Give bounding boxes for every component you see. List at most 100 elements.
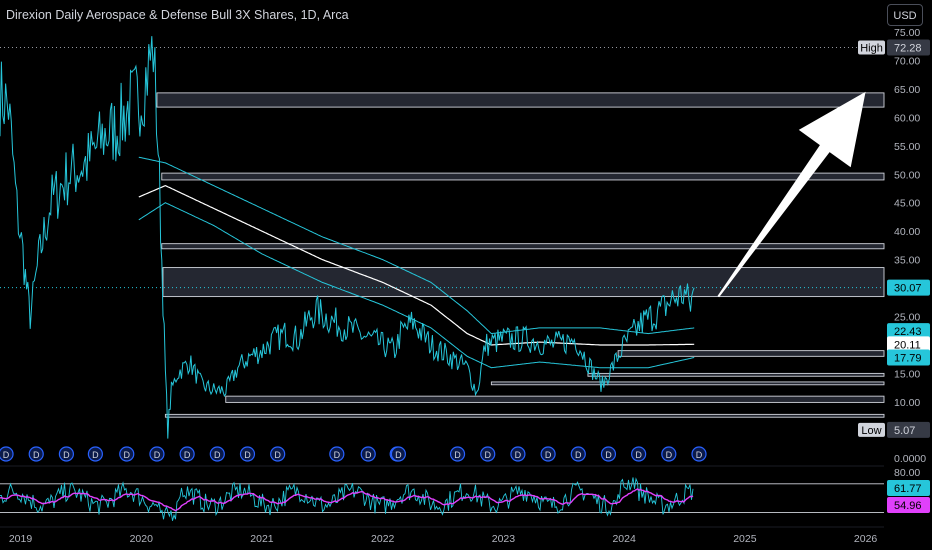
- price-badge-label: Low: [861, 425, 881, 437]
- dividend-marker-label: D: [484, 450, 491, 460]
- price-badge-bg: [887, 349, 930, 366]
- price-badge-high: High 72.28: [858, 39, 930, 56]
- projection-arrow-shape: [717, 91, 866, 298]
- dividend-marker-label: D: [214, 450, 221, 460]
- rsi-line: [0, 477, 694, 521]
- zone-rect: [156, 92, 885, 108]
- dividend-marker: D: [0, 446, 14, 462]
- y-tick-label: 50.00: [894, 169, 920, 181]
- dividend-marker-label: D: [605, 450, 612, 460]
- dividend-marker-circle: [390, 446, 406, 462]
- dividend-marker: D: [270, 446, 286, 462]
- x-tick-label: 2026: [854, 533, 878, 545]
- dividend-marker-label: D: [244, 450, 251, 460]
- price-badge-bg: [887, 323, 930, 340]
- x-tick-label: 2020: [130, 533, 154, 545]
- price-badge-bg: [887, 421, 930, 438]
- dividend-marker-label: D: [92, 450, 99, 460]
- dividend-marker-label: D: [515, 450, 522, 460]
- zone-rect: [490, 381, 885, 386]
- dividend-marker: D: [510, 446, 526, 462]
- dividend-marker-circle: [691, 446, 707, 462]
- price-badge-bg: [887, 336, 930, 353]
- zone-rect: [162, 267, 885, 298]
- dividend-marker: D: [28, 446, 44, 462]
- dividend-marker-circle: [540, 446, 556, 462]
- dividend-marker: D: [570, 446, 586, 462]
- zone-rect: [161, 243, 885, 250]
- x-tick-label: 2025: [733, 533, 757, 545]
- dividend-marker: D: [58, 446, 74, 462]
- lower-band: [138, 202, 695, 369]
- x-tick-label: 2021: [250, 533, 274, 545]
- dividend-marker: D: [540, 446, 556, 462]
- dividend-marker-label: D: [454, 450, 461, 460]
- x-tick-label: 2023: [492, 533, 516, 545]
- dividend-marker-label: D: [395, 450, 402, 460]
- zone-rect: [225, 395, 885, 403]
- dividend-marker-circle: [631, 446, 647, 462]
- dividend-marker-circle: [58, 446, 74, 462]
- dividend-marker-circle: [661, 446, 677, 462]
- price-badge-label: High: [860, 42, 883, 54]
- rsi-axis-label: 80.00: [894, 467, 920, 479]
- price-line: [0, 36, 695, 439]
- dividend-marker: D: [329, 446, 345, 462]
- time-axis: 2019 2020 2021 2022 2023 2024 2025 2026: [9, 533, 878, 545]
- dividend-marker: D: [149, 446, 165, 462]
- dividend-marker-circle: [179, 446, 195, 462]
- rsi-ma-badge: 54.96: [887, 497, 930, 513]
- dividend-marker-label: D: [666, 450, 673, 460]
- y-tick-label: 60.00: [894, 112, 920, 124]
- rsi-value-badge-text: 61.77: [894, 483, 922, 495]
- dividend-marker-label: D: [696, 450, 703, 460]
- price-badge-value: 30.07: [894, 283, 922, 295]
- dividend-marker-label: D: [545, 450, 552, 460]
- rsi-ma-badge-bg: [887, 497, 930, 513]
- y-tick-label: 55.00: [894, 141, 920, 153]
- y-tick-label: 10.00: [894, 397, 920, 409]
- dividend-marker-circle: [329, 446, 345, 462]
- price-badge-mid: 20.11: [887, 336, 930, 353]
- x-tick-label: 2019: [9, 533, 33, 545]
- projection-arrow: [717, 91, 866, 298]
- price-badge-label-bg: [858, 40, 885, 55]
- y-tick-label: 35.00: [894, 255, 920, 267]
- dividend-marker-circle: [360, 446, 376, 462]
- currency-button[interactable]: USD: [887, 4, 923, 26]
- rsi-ma-line: [0, 488, 694, 512]
- dividend-marker: D: [631, 446, 647, 462]
- dividend-marker: D: [600, 446, 617, 462]
- price-badge-low: Low 5.07: [858, 421, 930, 438]
- upper-band: [138, 156, 695, 335]
- dividend-marker-label: D: [575, 450, 582, 460]
- x-tick-label: 2022: [371, 533, 395, 545]
- dividend-marker-circle: [239, 446, 256, 462]
- dividend-marker: D: [209, 446, 225, 462]
- dividend-marker-label: D: [3, 450, 10, 460]
- rsi-pane: [0, 477, 884, 521]
- envelope-bands: [138, 156, 695, 369]
- dividend-marker-circle: [270, 446, 286, 462]
- dividend-marker-label: D: [124, 450, 131, 460]
- dividend-marker: D: [449, 446, 466, 462]
- zone-rect: [164, 413, 885, 418]
- dividend-marker: D: [119, 446, 135, 462]
- dividend-marker: D: [360, 446, 376, 462]
- y-tick-label: 40.00: [894, 226, 920, 238]
- dividend-marker: D: [691, 446, 707, 462]
- y-tick-label: 45.00: [894, 198, 920, 210]
- price-axis: 75.00 70.00 65.00 60.00 55.00 50.00 45.00 40.00…: [858, 27, 930, 513]
- dividend-marker-circle: [87, 446, 103, 462]
- y-tick-label: 15.00: [894, 368, 920, 380]
- dividend-marker-circle: [600, 446, 617, 462]
- dividend-marker: D: [87, 446, 103, 462]
- y-tick-label: 70.00: [894, 55, 920, 67]
- price-badge-value: 20.11: [894, 339, 921, 351]
- price-badge-value: 17.79: [894, 353, 922, 365]
- price-badge-bg: [887, 279, 930, 296]
- rsi-value-badge-bg: [887, 480, 930, 496]
- chart-title: Direxion Daily Aerospace & Defense Bull …: [6, 8, 349, 22]
- dividend-marker-circle: [0, 446, 14, 462]
